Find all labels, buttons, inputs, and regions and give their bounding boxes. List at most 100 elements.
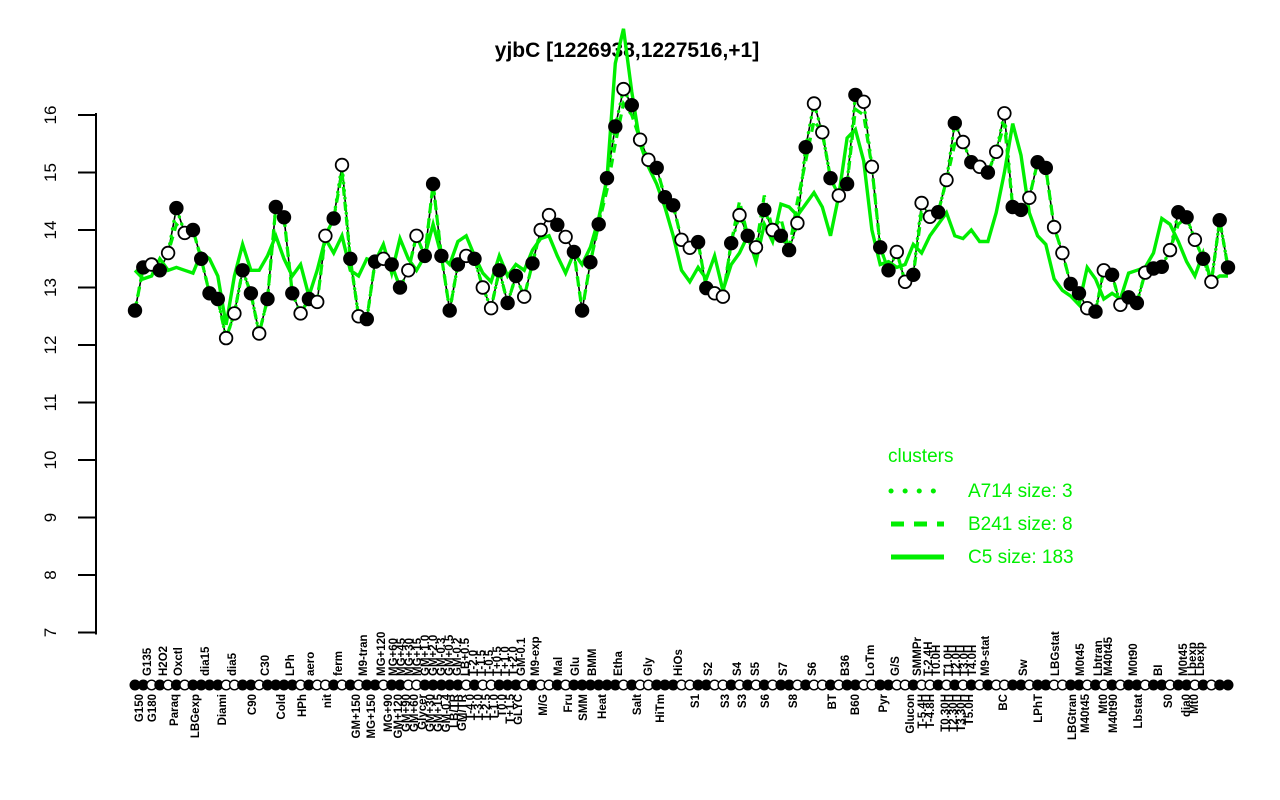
x-axis-label-top: LB+0.5 — [460, 637, 472, 676]
gene-marker-open — [533, 222, 548, 238]
x-axis-label-bottom: BC — [998, 694, 1010, 711]
x-axis-label-bottom: Heat — [597, 694, 609, 719]
gene-marker-filled — [591, 217, 606, 232]
gene-marker-filled — [798, 139, 813, 155]
gene-marker-open — [252, 326, 267, 341]
gene-marker-filled — [599, 170, 615, 186]
x-axis-label-bottom: Cold — [276, 694, 288, 720]
y-axis-tick-label: 16 — [41, 106, 60, 125]
x-axis-label-bottom: Paraq — [169, 694, 181, 726]
x-axis-label-bottom: Glucon — [905, 694, 917, 734]
x-axis-label-top: ferm — [333, 651, 345, 676]
x-axis-label-top: Lbexp — [1187, 642, 1199, 676]
gene-marker-filled — [1179, 210, 1194, 225]
gene-marker-filled — [550, 217, 565, 233]
x-axis-label-top: Etha — [613, 650, 625, 676]
x-axis-label-top: M9-exp — [530, 636, 542, 676]
legend-title: clusters — [888, 446, 953, 467]
cluster-line-c5 — [133, 28, 1228, 326]
gene-marker-filled — [417, 248, 433, 264]
gene-marker-open — [989, 144, 1004, 160]
x-axis-label-top: MG+45 — [396, 637, 408, 676]
gene-marker-filled — [666, 198, 681, 213]
gene-marker-open — [517, 289, 532, 304]
y-axis-tick-label: 11 — [41, 394, 60, 412]
x-axis-label-bottom: T-3.0 — [473, 694, 485, 720]
gene-marker-open — [401, 263, 416, 278]
x-axis-label-bottom: T-5.4H — [917, 694, 929, 729]
x-axis-label-bottom: Diami — [217, 694, 229, 725]
x-axis-label-bottom: GM/TR — [457, 693, 469, 731]
x-axis-label-bottom: Lbstat — [1133, 694, 1145, 729]
x-axis-label-top: dia5 — [227, 652, 239, 676]
gene-marker-filled — [169, 200, 184, 216]
x-axis-label-top: T2.0H — [951, 645, 963, 676]
x-axis-label-top: GM-0.2 — [452, 638, 464, 676]
gene-marker-open — [318, 228, 333, 244]
x-axis-label-bottom: M40t45 — [1080, 693, 1092, 733]
gene-marker-filled — [1104, 267, 1120, 283]
x-axis-label-top: T1.0H — [943, 645, 955, 676]
gene-marker-filled — [583, 255, 598, 270]
x-axis-label-bottom: nit — [322, 694, 334, 708]
gene-marker-open — [864, 159, 880, 175]
gene-marker-filled — [193, 251, 209, 266]
cluster-line-a714 — [133, 84, 1230, 345]
x-axis-label-top: Oxctl — [173, 647, 185, 676]
x-axis-label-bottom: T5.0H — [964, 694, 976, 725]
x-axis-label-bottom: LBGtran — [1067, 694, 1079, 740]
x-axis-label-bottom: GLYC — [513, 694, 525, 725]
gene-marker-filled — [839, 176, 855, 192]
x-axis-label-top: M0t45 — [1178, 643, 1190, 676]
y-axis-tick-label: 10 — [41, 451, 60, 470]
y-axis-tick-label: 15 — [41, 163, 60, 182]
gene-profile-line — [134, 86, 1229, 342]
gene-marker-open — [1022, 190, 1037, 206]
gene-marker-open — [558, 229, 573, 245]
gene-marker-open — [831, 188, 847, 203]
x-axis-label-bottom: T-1.0 — [489, 694, 501, 720]
x-axis-label-bottom: C90 — [247, 694, 259, 715]
x-axis-label-bottom: BT — [827, 694, 839, 709]
x-axis-label-top: T-2.0 — [468, 650, 480, 676]
x-axis-label-bottom: SMM — [578, 694, 590, 721]
x-axis-label-top: T+1.0 — [500, 646, 512, 676]
x-axis-label-bottom: M/G — [538, 694, 550, 716]
x-axis-label-top: Gly — [643, 657, 655, 676]
legend-entry-label: A714 size: 3 — [968, 481, 1073, 502]
x-axis-label-top: G135 — [142, 647, 154, 676]
x-axis-label-bottom: Glycer — [417, 693, 429, 729]
gene-marker-open — [310, 294, 325, 310]
gene-marker-filled — [1195, 251, 1211, 266]
gene-marker-filled — [326, 211, 341, 226]
x-axis-label-top: GM+1.0 — [420, 635, 432, 676]
y-axis-tick-label: 8 — [41, 570, 60, 579]
gene-marker-open — [160, 245, 176, 261]
gene-marker-open — [218, 330, 234, 346]
gene-marker-filled — [508, 268, 524, 284]
gene-marker-filled — [931, 204, 946, 220]
gene-marker-open — [227, 306, 242, 321]
y-axis-tick-label: 12 — [41, 336, 60, 355]
x-axis-label-top: M9-tran — [358, 634, 370, 676]
legend-entry-label: B241 size: 8 — [968, 514, 1073, 535]
x-axis-label-top: M40t45 — [1103, 636, 1115, 676]
x-axis-label-top: Lbexp — [1195, 642, 1207, 676]
x-axis: G135 H2O2 Oxctl dia15 dia5 C30 LPh aero ferm M9-t… — [129, 631, 1234, 740]
y-axis-tick-label: 14 — [41, 221, 60, 240]
x-axis-label-top: MG+30 — [404, 638, 416, 676]
gene-marker-filled — [1088, 304, 1103, 319]
x-axis-label-top: MG+60 — [388, 638, 400, 676]
gene-marker-open — [748, 240, 764, 255]
x-axis-label-bottom: GM+120 — [393, 694, 405, 738]
gene-marker-open — [1187, 232, 1203, 248]
x-axis-label-top: T+2.0 — [508, 646, 520, 676]
gene-marker-filled — [1013, 202, 1029, 218]
gene-marker-filled — [1212, 212, 1227, 228]
x-axis-label-top: LBGstat — [1050, 631, 1062, 676]
gene-marker-filled — [450, 257, 466, 272]
gene-marker-open — [732, 207, 747, 223]
x-axis-label-top: B36 — [840, 655, 852, 676]
gene-marker-open — [334, 157, 350, 173]
